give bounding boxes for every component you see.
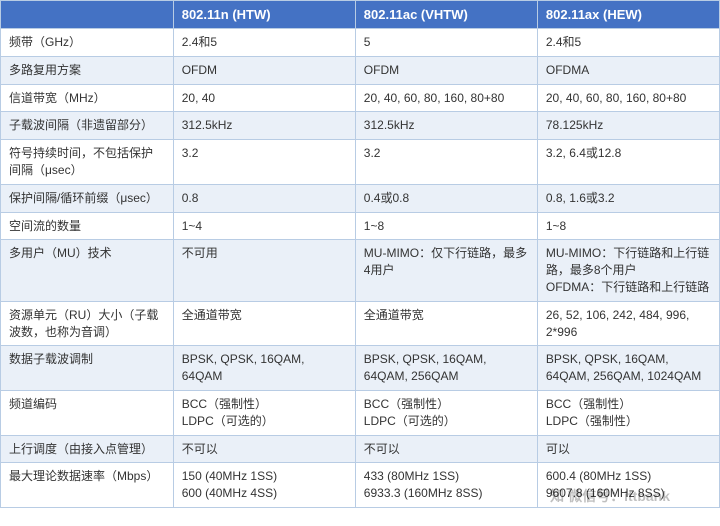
cell-n: 不可用 bbox=[173, 240, 355, 301]
table-row: 多路复用方案OFDMOFDMOFDMA bbox=[1, 56, 720, 84]
table-row: 多用户（MU）技术不可用MU-MIMO：仅下行链路，最多4用户MU-MIMO：下… bbox=[1, 240, 720, 301]
table-row: 数据子载波调制BPSK, QPSK, 16QAM, 64QAMBPSK, QPS… bbox=[1, 346, 720, 391]
table-row: 符号持续时间，不包括保护间隔（μsec）3.23.23.2, 6.4或12.8 bbox=[1, 140, 720, 185]
table-row: 空间流的数量1~41~81~8 bbox=[1, 212, 720, 240]
cell-n: 150 (40MHz 1SS)600 (40MHz 4SS) bbox=[173, 463, 355, 508]
table-row: 上行调度（由接入点管理）不可以不可以可以 bbox=[1, 435, 720, 463]
row-label: 子载波间隔（非遗留部分） bbox=[1, 112, 174, 140]
cell-n: BPSK, QPSK, 16QAM, 64QAM bbox=[173, 346, 355, 391]
row-label: 上行调度（由接入点管理） bbox=[1, 435, 174, 463]
cell-ac: 312.5kHz bbox=[355, 112, 537, 140]
row-label: 信道带宽（MHz） bbox=[1, 84, 174, 112]
cell-ax: MU-MIMO：下行链路和上行链路，最多8个用户OFDMA：下行链路和上行链路 bbox=[537, 240, 719, 301]
table-row: 子载波间隔（非遗留部分）312.5kHz312.5kHz78.125kHz bbox=[1, 112, 720, 140]
cell-n: 1~4 bbox=[173, 212, 355, 240]
cell-n: 全通道带宽 bbox=[173, 301, 355, 346]
cell-n: 不可以 bbox=[173, 435, 355, 463]
cell-n: OFDM bbox=[173, 56, 355, 84]
cell-ax: 1~8 bbox=[537, 212, 719, 240]
table-row: 保护间隔/循环前缀（μsec）0.80.4或0.80.8, 1.6或3.2 bbox=[1, 184, 720, 212]
table-row: 频带（GHz）2.4和552.4和5 bbox=[1, 29, 720, 57]
cell-ac: 1~8 bbox=[355, 212, 537, 240]
cell-n: BCC（强制性）LDPC（可选的） bbox=[173, 390, 355, 435]
header-80211n: 802.11n (HTW) bbox=[173, 1, 355, 29]
cell-ac: 不可以 bbox=[355, 435, 537, 463]
cell-ax: BPSK, QPSK, 16QAM, 64QAM, 256QAM, 1024QA… bbox=[537, 346, 719, 391]
cell-ac: 3.2 bbox=[355, 140, 537, 185]
cell-ax: OFDMA bbox=[537, 56, 719, 84]
cell-ax: 78.125kHz bbox=[537, 112, 719, 140]
cell-ac: BPSK, QPSK, 16QAM, 64QAM, 256QAM bbox=[355, 346, 537, 391]
cell-n: 3.2 bbox=[173, 140, 355, 185]
row-label: 资源单元（RU）大小（子载波数，也称为音调） bbox=[1, 301, 174, 346]
cell-ax: BCC（强制性）LDPC（强制性） bbox=[537, 390, 719, 435]
table-row: 信道带宽（MHz）20, 4020, 40, 60, 80, 160, 80+8… bbox=[1, 84, 720, 112]
row-label: 数据子载波调制 bbox=[1, 346, 174, 391]
cell-ax: 2.4和5 bbox=[537, 29, 719, 57]
header-80211ax: 802.11ax (HEW) bbox=[537, 1, 719, 29]
cell-ac: 20, 40, 60, 80, 160, 80+80 bbox=[355, 84, 537, 112]
table-row: 最大理论数据速率（Mbps）150 (40MHz 1SS)600 (40MHz … bbox=[1, 463, 720, 508]
cell-ax: 20, 40, 60, 80, 160, 80+80 bbox=[537, 84, 719, 112]
table-row: 频道编码BCC（强制性）LDPC（可选的）BCC（强制性）LDPC（可选的）BC… bbox=[1, 390, 720, 435]
row-label: 空间流的数量 bbox=[1, 212, 174, 240]
row-label: 频道编码 bbox=[1, 390, 174, 435]
cell-n: 2.4和5 bbox=[173, 29, 355, 57]
cell-ac: BCC（强制性）LDPC（可选的） bbox=[355, 390, 537, 435]
row-label: 多用户（MU）技术 bbox=[1, 240, 174, 301]
cell-ac: OFDM bbox=[355, 56, 537, 84]
row-label: 最大理论数据速率（Mbps） bbox=[1, 463, 174, 508]
cell-ax: 可以 bbox=[537, 435, 719, 463]
cell-n: 20, 40 bbox=[173, 84, 355, 112]
table-row: 资源单元（RU）大小（子载波数，也称为音调）全通道带宽全通道带宽26, 52, … bbox=[1, 301, 720, 346]
cell-ac: 0.4或0.8 bbox=[355, 184, 537, 212]
cell-ac: 全通道带宽 bbox=[355, 301, 537, 346]
cell-ac: 5 bbox=[355, 29, 537, 57]
cell-n: 0.8 bbox=[173, 184, 355, 212]
cell-n: 312.5kHz bbox=[173, 112, 355, 140]
cell-ax: 26, 52, 106, 242, 484, 996, 2*996 bbox=[537, 301, 719, 346]
header-empty bbox=[1, 1, 174, 29]
row-label: 多路复用方案 bbox=[1, 56, 174, 84]
wifi-standards-table: 802.11n (HTW) 802.11ac (VHTW) 802.11ax (… bbox=[0, 0, 720, 508]
cell-ax: 0.8, 1.6或3.2 bbox=[537, 184, 719, 212]
row-label: 频带（GHz） bbox=[1, 29, 174, 57]
table-header-row: 802.11n (HTW) 802.11ac (VHTW) 802.11ax (… bbox=[1, 1, 720, 29]
cell-ax: 3.2, 6.4或12.8 bbox=[537, 140, 719, 185]
cell-ac: 433 (80MHz 1SS)6933.3 (160MHz 8SS) bbox=[355, 463, 537, 508]
cell-ax: 600.4 (80MHz 1SS)9607.8 (160MHz 8SS) bbox=[537, 463, 719, 508]
header-80211ac: 802.11ac (VHTW) bbox=[355, 1, 537, 29]
row-label: 保护间隔/循环前缀（μsec） bbox=[1, 184, 174, 212]
cell-ac: MU-MIMO：仅下行链路，最多4用户 bbox=[355, 240, 537, 301]
row-label: 符号持续时间，不包括保护间隔（μsec） bbox=[1, 140, 174, 185]
